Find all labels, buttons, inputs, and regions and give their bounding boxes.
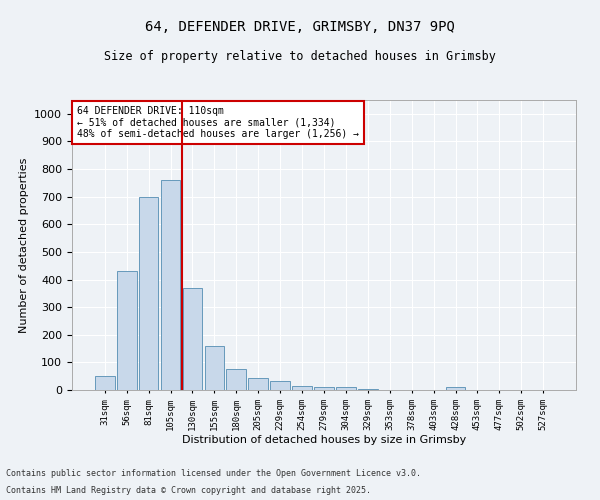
Bar — [161, 180, 181, 390]
Bar — [270, 381, 290, 390]
Bar — [248, 378, 268, 390]
Bar — [139, 196, 158, 390]
Text: Size of property relative to detached houses in Grimsby: Size of property relative to detached ho… — [104, 50, 496, 63]
Bar — [226, 370, 246, 390]
Bar — [336, 387, 356, 390]
Bar — [358, 388, 378, 390]
Bar — [117, 271, 137, 390]
Y-axis label: Number of detached properties: Number of detached properties — [19, 158, 29, 332]
Bar — [292, 386, 312, 390]
Bar — [182, 288, 202, 390]
Bar — [205, 346, 224, 390]
Text: Contains public sector information licensed under the Open Government Licence v3: Contains public sector information licen… — [6, 468, 421, 477]
X-axis label: Distribution of detached houses by size in Grimsby: Distribution of detached houses by size … — [182, 436, 466, 446]
Bar — [446, 387, 466, 390]
Text: 64 DEFENDER DRIVE: 110sqm
← 51% of detached houses are smaller (1,334)
48% of se: 64 DEFENDER DRIVE: 110sqm ← 51% of detac… — [77, 106, 359, 139]
Bar — [95, 376, 115, 390]
Text: 64, DEFENDER DRIVE, GRIMSBY, DN37 9PQ: 64, DEFENDER DRIVE, GRIMSBY, DN37 9PQ — [145, 20, 455, 34]
Bar — [314, 386, 334, 390]
Text: Contains HM Land Registry data © Crown copyright and database right 2025.: Contains HM Land Registry data © Crown c… — [6, 486, 371, 495]
